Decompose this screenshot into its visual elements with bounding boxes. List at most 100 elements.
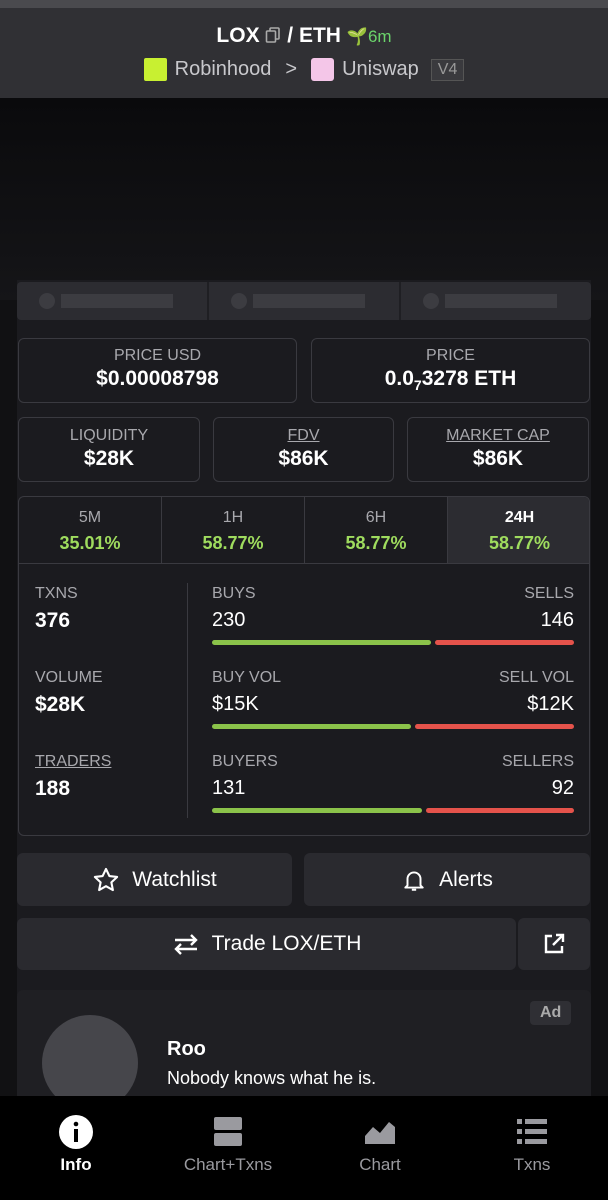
star-icon [94,867,119,891]
label: Trade LOX/ETH [211,932,362,955]
label: 1H [222,509,244,526]
value: 230 [212,609,246,631]
chain[interactable]: Robinhood [174,58,272,80]
change: 35.01% [59,533,121,553]
value: $28K [83,447,135,470]
metric[interactable]: FDV $86K [213,417,394,482]
value: $86K [278,447,329,470]
split: BUYS SELLS 230 146 [212,585,574,645]
metric[interactable]: MARKET CAP $86K [407,417,589,482]
skeleton [17,282,209,320]
value: 131 [212,777,246,799]
trade-button[interactable]: Trade LOX/ETH [17,918,516,970]
label: VOLUME [35,669,103,686]
value: 146 [540,609,574,631]
value-lead: 0.0 [384,367,414,390]
price-usd: PRICE USD $0.00008798 [18,338,297,403]
buy-bar [212,724,411,729]
ad-name: Roo [167,1038,206,1060]
label: PRICE USD [113,347,202,364]
external-link-button[interactable] [518,918,590,970]
label: SELLERS [501,753,574,770]
ratio-bar [212,640,574,645]
value: 0.073278 ETH [312,367,589,393]
nav-item[interactable]: Chart+Txns [152,1096,304,1175]
label: TRADERS [35,753,112,770]
skeleton [209,282,401,320]
value: $28K [35,693,86,716]
timeframe[interactable]: 1H 58.77% [162,497,305,563]
info-icon [59,1115,93,1149]
stats: 5M 35.01% 1H 58.77% 6H 58.77% 24H 58.77% TXN… [18,496,590,836]
ad-text: Nobody knows what he is. [167,1068,377,1088]
label: SELL VOL [498,669,574,686]
copy-icon[interactable] [265,27,281,43]
summary: VOLUME $28K [35,669,103,717]
metric: LIQUIDITY $28K [18,417,200,482]
quote-token: ETH [298,24,341,47]
header: LOX / ETH 🌱6m Robinhood > Uniswap V4 [0,0,608,98]
label: 5M [78,509,102,526]
bottom-nav: Info Chart+Txns Chart Txns [0,1096,608,1200]
label: 6H [365,509,387,526]
split: BUYERS SELLERS 131 92 [212,753,574,813]
divider [187,583,188,818]
ad-card[interactable]: Roo Nobody knows what he is. Ad [17,990,591,1100]
label: Info [60,1155,92,1174]
timeframe[interactable]: 6H 58.77% [305,497,448,563]
ratio-bar [212,808,574,813]
alerts-button[interactable]: Alerts [304,853,590,906]
nav-item[interactable]: Chart [304,1096,456,1175]
timeframe[interactable]: 5M 35.01% [19,497,162,563]
base-token: LOX [216,24,260,47]
price: PRICE 0.073278 ETH [311,338,590,403]
dex-icon [311,58,335,81]
skeleton [401,282,591,320]
arrow: > [285,58,298,80]
value: $86K [472,447,524,470]
version: V4 [430,58,465,81]
label: TXNS [35,585,78,602]
value: 92 [551,777,574,799]
route: Robinhood > Uniswap V4 [0,58,608,81]
buy-bar [212,808,423,813]
list-icon [517,1119,547,1144]
sell-bar [426,808,574,813]
watchlist-button[interactable]: Watchlist [17,853,292,906]
chart-icon [365,1122,395,1144]
summary[interactable]: TRADERS 188 [35,753,111,801]
value: 376 [35,609,71,632]
nav-item[interactable]: Info [0,1096,152,1175]
value: $15K [212,693,259,715]
label: MARKET CAP [446,427,550,444]
dex[interactable]: Uniswap [342,58,419,80]
label: FDV [287,427,320,444]
timeframe[interactable]: 24H 58.77% [448,497,589,563]
value-zeros: 7 [413,377,422,394]
label: 24H [504,509,535,526]
chart-area [0,98,608,300]
pair: LOX / ETH 🌱6m [0,24,608,48]
label: BUYS [212,585,256,602]
nav-item[interactable]: Txns [456,1096,608,1175]
label: Chart [359,1155,401,1174]
value: $0.00008798 [96,367,219,390]
chain-icon [143,58,167,81]
label: Txns [513,1155,551,1174]
swap-icon [173,934,198,955]
age: 🌱6m [346,27,392,46]
buy-bar [212,640,431,645]
bell-icon [404,870,424,891]
label: Watchlist [132,867,217,891]
chart-txns-icon [214,1117,242,1146]
split: BUY VOL SELL VOL $15K $12K [212,669,574,729]
change: 58.77% [488,533,551,553]
label: BUY VOL [212,669,282,686]
value-tail: 3278 ETH [421,367,517,390]
timeframe-tabs: 5M 35.01% 1H 58.77% 6H 58.77% 24H 58.77% [19,497,589,564]
sell-bar [434,640,574,645]
value: 188 [35,777,71,800]
avatar [42,1015,138,1100]
summary: TXNS 376 [35,585,78,633]
